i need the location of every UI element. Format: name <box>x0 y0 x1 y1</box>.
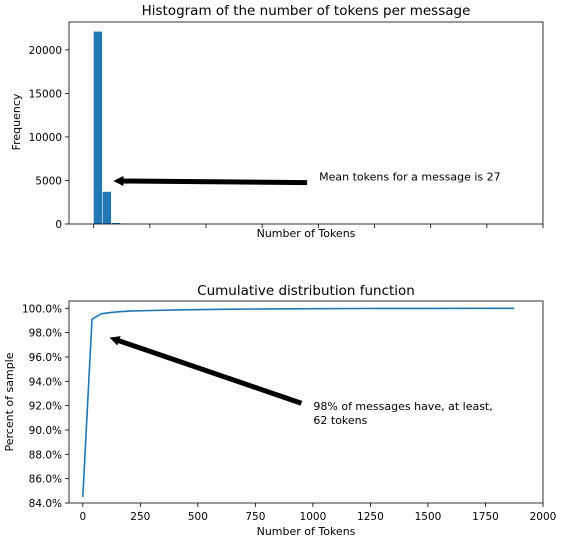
cdf-title: Cumulative distribution function <box>197 283 415 299</box>
mean-annotation-text: Mean tokens for a message is 27 <box>319 171 501 184</box>
x-tick-label: 1750 <box>472 511 499 523</box>
histogram-x-axis-label: Number of Tokens <box>257 227 356 240</box>
percentile-annotation-line-1: 98% of messages have, at least, <box>313 400 492 413</box>
y-tick-label: 84.0% <box>29 498 62 510</box>
x-tick-label: 250 <box>130 511 150 523</box>
y-tick-label: 0 <box>55 219 62 231</box>
x-tick-label: 500 <box>188 511 208 523</box>
percentile-annotation-text: 98% of messages have, at least, 62 token… <box>313 400 496 427</box>
cdf-chart: Cumulative distribution function Percent… <box>3 283 556 538</box>
y-tick-label: 90.0% <box>29 425 62 437</box>
y-tick-label: 5000 <box>35 175 62 187</box>
histogram-y-axis-label: Frequency <box>10 93 23 150</box>
x-tick-label: 0 <box>79 511 86 523</box>
histogram-y-ticks: 0 5000 10000 15000 20000 <box>29 45 69 231</box>
y-tick-label: 86.0% <box>29 474 62 486</box>
x-tick-label: 1500 <box>415 511 442 523</box>
x-tick-label: 1250 <box>357 511 384 523</box>
histogram-title: Histogram of the number of tokens per me… <box>142 3 471 19</box>
histogram-bars <box>93 31 130 224</box>
mean-annotation-arrow <box>113 176 308 187</box>
x-tick-label: 750 <box>245 511 265 523</box>
histogram-annotation: Mean tokens for a message is 27 <box>113 171 501 187</box>
y-tick-label: 10000 <box>29 132 62 144</box>
y-tick-label: 100.0% <box>22 303 62 315</box>
x-tick-label: 2000 <box>530 511 557 523</box>
histogram-plot-frame <box>68 21 544 225</box>
y-tick-label: 94.0% <box>29 376 62 388</box>
cdf-y-ticks: 84.0% 86.0% 88.0% 90.0% 92.0% 94.0% 96.0% 98.0%… <box>22 303 69 510</box>
cdf-series-line <box>82 307 515 497</box>
cdf-plot-frame <box>68 300 544 504</box>
y-tick-label: 20000 <box>29 45 62 57</box>
histogram-bar <box>111 222 121 224</box>
y-tick-label: 96.0% <box>29 352 62 364</box>
y-tick-label: 88.0% <box>29 449 62 461</box>
cdf-x-ticks: 0 250 500 750 1000 1250 1500 1750 2000 <box>79 503 556 523</box>
y-tick-label: 92.0% <box>29 401 62 413</box>
percentile-annotation-arrow <box>109 336 303 406</box>
y-tick-label: 98.0% <box>29 328 62 340</box>
histogram-chart: Histogram of the number of tokens per me… <box>10 3 544 240</box>
cdf-annotation: 98% of messages have, at least, 62 token… <box>109 336 496 427</box>
cdf-x-axis-label: Number of Tokens <box>257 525 356 538</box>
cdf-y-axis-label: Percent of sample <box>3 352 16 451</box>
x-tick-label: 1000 <box>300 511 327 523</box>
histogram-x-ticks <box>93 224 544 228</box>
y-tick-label: 15000 <box>29 88 62 100</box>
histogram-bar <box>102 191 112 224</box>
percentile-annotation-line-2: 62 tokens <box>313 414 367 427</box>
histogram-bar <box>93 31 103 224</box>
